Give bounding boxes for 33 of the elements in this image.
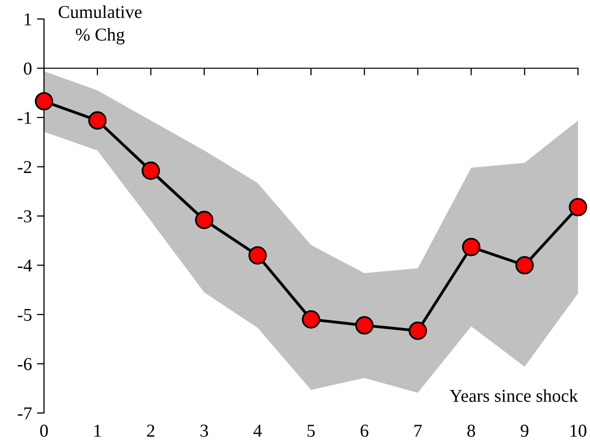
- x-tick-label: 0: [40, 424, 48, 437]
- point: [195, 210, 214, 230]
- x-tick-label: 1: [94, 424, 101, 437]
- point: [34, 92, 54, 110]
- y-tick-label: 1: [24, 13, 32, 26]
- point: [142, 162, 160, 180]
- point: [302, 310, 320, 329]
- y-tick-label: 0: [24, 62, 32, 75]
- y-tick-label: -3: [18, 210, 32, 222]
- x-tick-label: 6: [360, 424, 368, 437]
- x-tick-label: 7: [414, 424, 422, 437]
- x-tick-label: 9: [520, 424, 528, 437]
- y-tick-label: -2: [18, 161, 32, 174]
- point: [568, 198, 588, 216]
- x-tick-label: 3: [200, 424, 208, 437]
- point: [248, 246, 267, 265]
- y-tick-label: -4: [18, 260, 32, 272]
- point: [462, 238, 480, 256]
- point: [408, 322, 427, 340]
- y-tick-label: -5: [18, 308, 32, 321]
- point: [515, 256, 534, 274]
- x-tick-label: 8: [467, 424, 476, 437]
- point: [355, 316, 374, 335]
- y-tick-label: -7: [18, 407, 32, 420]
- y-axis-title: Cumulative % Chg: [58, 5, 142, 44]
- x-tick-label: 2: [147, 424, 154, 437]
- x-axis-title: Years since shock: [450, 389, 578, 402]
- x-tick-label: 4: [253, 424, 262, 437]
- x-tick-label: 5: [308, 424, 315, 437]
- y-tick-label: -1: [18, 112, 32, 124]
- y-tick-label: -6: [18, 358, 32, 370]
- x-tick-label: 10: [570, 424, 586, 437]
- point: [88, 111, 107, 130]
